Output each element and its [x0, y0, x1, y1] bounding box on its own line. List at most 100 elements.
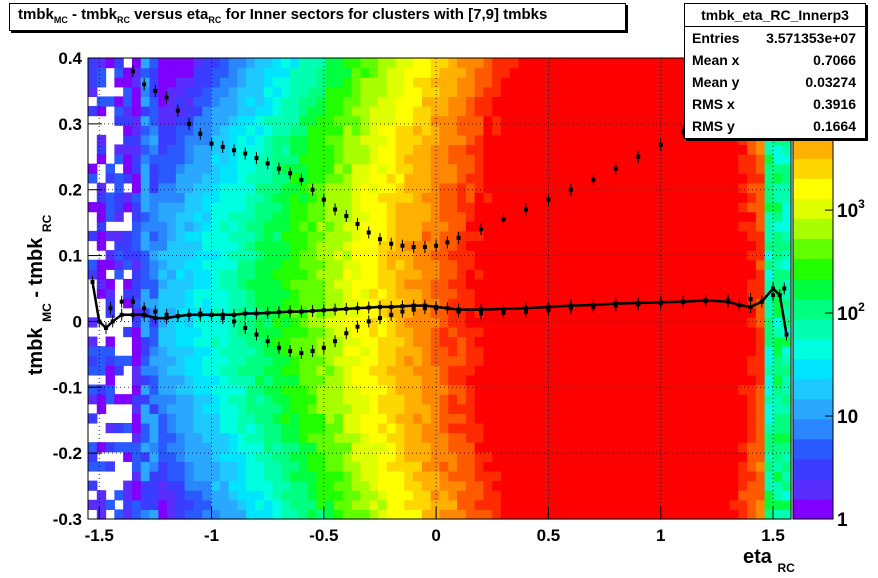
heatmap-cell: [659, 288, 669, 299]
heatmap-cell: [650, 307, 660, 318]
heatmap-cell: [544, 77, 555, 88]
heatmap-cell: [175, 384, 186, 395]
heatmap-cell: [149, 230, 159, 242]
heatmap-cell: [659, 221, 669, 232]
heatmap-cell: [377, 67, 388, 78]
heatmap-cell: [202, 336, 212, 347]
heatmap-cell: [747, 163, 757, 174]
heatmap-cell: [193, 230, 203, 242]
heatmap-cell: [228, 77, 238, 88]
heatmap-cell: [659, 374, 669, 386]
heatmap-cell: [167, 298, 177, 309]
heatmap-cell: [114, 259, 124, 270]
heatmap-cell: [641, 413, 651, 424]
heatmap-cell: [764, 403, 775, 414]
heatmap-cell: [632, 125, 643, 136]
heatmap-cell: [342, 509, 353, 520]
heatmap-cell: [413, 326, 423, 338]
heatmap-cell: [729, 365, 739, 376]
heatmap-cell: [307, 230, 318, 242]
heatmap-cell: [307, 278, 318, 290]
palette-band: [793, 238, 833, 259]
heatmap-cell: [307, 77, 318, 88]
heatmap-cell: [193, 278, 203, 290]
heatmap-cell: [659, 211, 669, 222]
profile-point: [636, 302, 641, 307]
heatmap-cell: [158, 288, 168, 299]
heatmap-cell: [439, 58, 449, 69]
heatmap-cell: [685, 403, 695, 414]
heatmap-cell: [404, 278, 414, 290]
heatmap-cell: [694, 173, 704, 184]
heatmap-cell: [527, 326, 537, 338]
heatmap-cell: [184, 490, 195, 501]
heatmap-cell: [632, 202, 643, 213]
heatmap-cell: [342, 182, 353, 194]
heatmap-cell: [518, 192, 528, 203]
heatmap-cell: [298, 422, 309, 434]
heatmap-cell: [202, 144, 212, 155]
heatmap-cell: [281, 336, 291, 347]
heatmap-cell: [298, 96, 309, 107]
heatmap-cell: [755, 336, 766, 347]
heatmap-cell: [747, 230, 757, 242]
heatmap-cell: [518, 230, 528, 242]
heatmap-cell: [307, 163, 318, 174]
heatmap-cell: [527, 432, 537, 443]
heatmap-cell: [413, 480, 423, 491]
heatmap-cell: [96, 509, 107, 520]
heatmap-cell: [246, 58, 256, 69]
heatmap-cell: [290, 451, 300, 462]
heatmap-cell: [131, 230, 142, 242]
heatmap-cell: [351, 509, 362, 520]
heatmap-cell: [202, 403, 212, 414]
heatmap-cell: [694, 154, 704, 165]
heatmap-cell: [544, 509, 555, 520]
heatmap-cell: [114, 355, 124, 366]
heatmap-cell: [334, 394, 344, 405]
heatmap-cell: [676, 144, 687, 155]
heatmap-cell: [501, 154, 511, 165]
heatmap-cell: [325, 86, 335, 98]
heatmap-cell: [342, 298, 353, 309]
heatmap-cell: [114, 509, 124, 520]
heatmap-cell: [404, 250, 414, 261]
heatmap-cell: [377, 384, 388, 395]
heatmap-cell: [290, 134, 300, 146]
heatmap-cell: [518, 461, 528, 472]
heatmap-cell: [773, 154, 783, 165]
heatmap-cell: [193, 384, 203, 395]
heatmap-cell: [404, 240, 414, 251]
heatmap-cell: [527, 298, 537, 309]
heatmap-cell: [738, 490, 748, 501]
heatmap-cell: [228, 461, 238, 472]
heatmap-cell: [246, 278, 256, 290]
heatmap-cell: [483, 173, 493, 184]
heatmap-cell: [676, 317, 687, 328]
heatmap-cell: [694, 182, 704, 194]
heatmap-cell: [580, 115, 590, 126]
heatmap-cell: [518, 106, 528, 117]
heatmap-cell: [474, 365, 485, 376]
heatmap-cell: [263, 230, 274, 242]
heatmap-cell: [140, 250, 151, 261]
heatmap-cell: [386, 461, 397, 472]
heatmap-cell: [615, 192, 625, 203]
heatmap-cell: [211, 470, 221, 482]
heatmap-cell: [334, 86, 344, 98]
heatmap-cell: [272, 144, 282, 155]
heatmap-cell: [237, 259, 247, 270]
heatmap-cell: [606, 154, 616, 165]
heatmap-cell: [96, 67, 107, 78]
heatmap-cell: [597, 480, 608, 491]
heatmap-cell: [720, 259, 731, 270]
heatmap-cell: [457, 163, 467, 174]
heatmap-cell: [219, 461, 230, 472]
heatmap-cell: [518, 326, 528, 338]
heatmap-cell: [149, 221, 159, 232]
heatmap-cell: [404, 317, 414, 328]
heatmap-cell: [501, 173, 511, 184]
heatmap-cell: [685, 384, 695, 395]
heatmap-cell: [360, 144, 370, 155]
heatmap-cell: [729, 355, 739, 366]
